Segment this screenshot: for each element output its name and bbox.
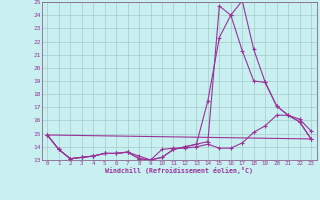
X-axis label: Windchill (Refroidissement éolien,°C): Windchill (Refroidissement éolien,°C) bbox=[105, 167, 253, 174]
